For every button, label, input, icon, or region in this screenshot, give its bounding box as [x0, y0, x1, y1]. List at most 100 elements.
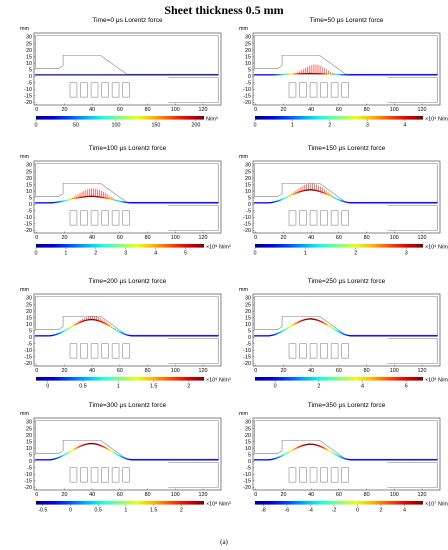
blank-holder [387, 462, 438, 488]
y-tick-label: -10 [24, 348, 32, 354]
x-tick-label: 40 [308, 107, 314, 113]
x-tick-label: 0 [254, 235, 257, 241]
die-outline [35, 420, 219, 460]
colorbar [255, 116, 423, 120]
axis-unit-label: mm [239, 154, 248, 160]
y-tick-label: 10 [26, 189, 32, 195]
y-tick-label: -10 [243, 472, 251, 478]
x-tick-label: 20 [280, 107, 286, 113]
y-tick-label: 25 [26, 169, 32, 175]
y-tick-label: -20 [24, 228, 32, 234]
x-tick-label: 0 [35, 368, 38, 374]
colorbar-tick-label: -6 [285, 508, 290, 514]
x-tick-label: 40 [89, 235, 95, 241]
colorbar-tick-label: 1 [64, 251, 67, 257]
y-tick-label: 30 [245, 296, 251, 302]
x-tick-label: 80 [145, 107, 151, 113]
coil-turn [299, 82, 307, 98]
x-tick-label: 120 [417, 107, 426, 113]
panel-title: Time=300 μs Lorentz force [89, 402, 167, 409]
colorbar-exponent: ×10⁹ [206, 245, 217, 251]
y-tick-label: -5 [246, 342, 251, 348]
y-tick-label: -5 [246, 81, 251, 87]
colorbar-unit: N/m³ [219, 245, 231, 251]
coil-turn [90, 467, 99, 483]
coil-turn [309, 343, 318, 359]
x-tick-label: 0 [254, 492, 257, 498]
plot-frame [33, 32, 222, 106]
y-tick-label: -10 [24, 87, 32, 93]
colorbar [36, 244, 204, 248]
axis-unit-label: mm [239, 411, 248, 417]
panel-title: Time=250 μs Lorentz force [308, 278, 386, 285]
panel-title: Time=100 μs Lorentz force [89, 145, 167, 152]
colorbar-tick-label: 2 [187, 384, 190, 390]
y-tick-label: 15 [26, 182, 32, 188]
x-tick-label: 60 [117, 492, 123, 498]
y-tick-label: -15 [243, 355, 251, 361]
colorbar-unit: N/m³ [219, 378, 231, 384]
coil-turn [330, 82, 339, 98]
colorbar-tick-label: 3 [366, 123, 369, 129]
y-tick-label: -5 [27, 209, 32, 215]
x-tick-label: 20 [280, 235, 286, 241]
y-tick-label: -15 [24, 94, 32, 100]
y-tick-label: 5 [248, 67, 251, 73]
panel-title: Time=0 μs Lorentz force [92, 17, 163, 24]
colorbar-tick-label: 1 [117, 384, 120, 390]
x-tick-label: 20 [280, 492, 286, 498]
y-tick-label: 0 [248, 74, 251, 80]
y-tick-label: 20 [245, 176, 251, 182]
x-tick-label: 100 [390, 368, 399, 374]
y-tick-label: -5 [246, 466, 251, 472]
y-tick-label: 10 [245, 446, 251, 452]
colorbar [36, 501, 204, 505]
blank-holder [387, 338, 438, 364]
y-tick-label: 20 [26, 176, 32, 182]
y-tick-label: 10 [245, 322, 251, 328]
y-tick-label: -20 [24, 100, 32, 106]
x-tick-label: 120 [198, 235, 207, 241]
x-tick-label: 20 [61, 492, 67, 498]
y-tick-label: -5 [246, 209, 251, 215]
colorbar-tick-label: 3 [124, 251, 127, 257]
colorbar-tick-label: 0 [35, 251, 38, 257]
x-tick-label: 40 [308, 235, 314, 241]
x-tick-label: 40 [89, 107, 95, 113]
y-tick-label: -10 [243, 348, 251, 354]
y-tick-label: 20 [245, 309, 251, 315]
y-tick-label: 20 [245, 48, 251, 54]
y-tick-label: 30 [26, 35, 32, 41]
coil-turn [80, 210, 88, 226]
x-tick-label: 20 [61, 107, 67, 113]
die-outline [254, 296, 438, 336]
colorbar-tick-label: 150 [151, 123, 160, 129]
x-tick-label: 120 [417, 235, 426, 241]
axis-unit-label: mm [239, 287, 248, 293]
y-tick-label: -20 [243, 361, 251, 367]
coil-turn [288, 343, 297, 359]
x-tick-label: 100 [171, 368, 180, 374]
y-tick-label: -10 [243, 87, 251, 93]
x-tick-label: 40 [308, 368, 314, 374]
colorbar-exponent: ×10⁹ [425, 117, 436, 123]
simulation-panel: Time=200 μs Lorentz forcemm302520151050-… [20, 278, 231, 390]
coil-turn [69, 467, 78, 483]
y-tick-label: 0 [248, 335, 251, 341]
colorbar-tick-label: 2 [317, 384, 320, 390]
x-tick-label: 60 [336, 492, 342, 498]
y-tick-label: 0 [29, 459, 32, 465]
x-tick-label: 40 [89, 368, 95, 374]
y-tick-label: 30 [245, 163, 251, 169]
panel-title: Time=350 μs Lorentz force [308, 402, 386, 409]
die-outline [254, 163, 438, 203]
coil-turn [341, 343, 349, 359]
coil-turn [299, 210, 307, 226]
y-tick-label: -20 [243, 100, 251, 106]
blank-holder [168, 77, 219, 103]
y-tick-label: 20 [245, 433, 251, 439]
axis-unit-label: mm [20, 154, 29, 160]
colorbar-tick-label: 1 [291, 123, 294, 129]
coil-turn [299, 467, 307, 483]
x-tick-label: 20 [280, 368, 286, 374]
